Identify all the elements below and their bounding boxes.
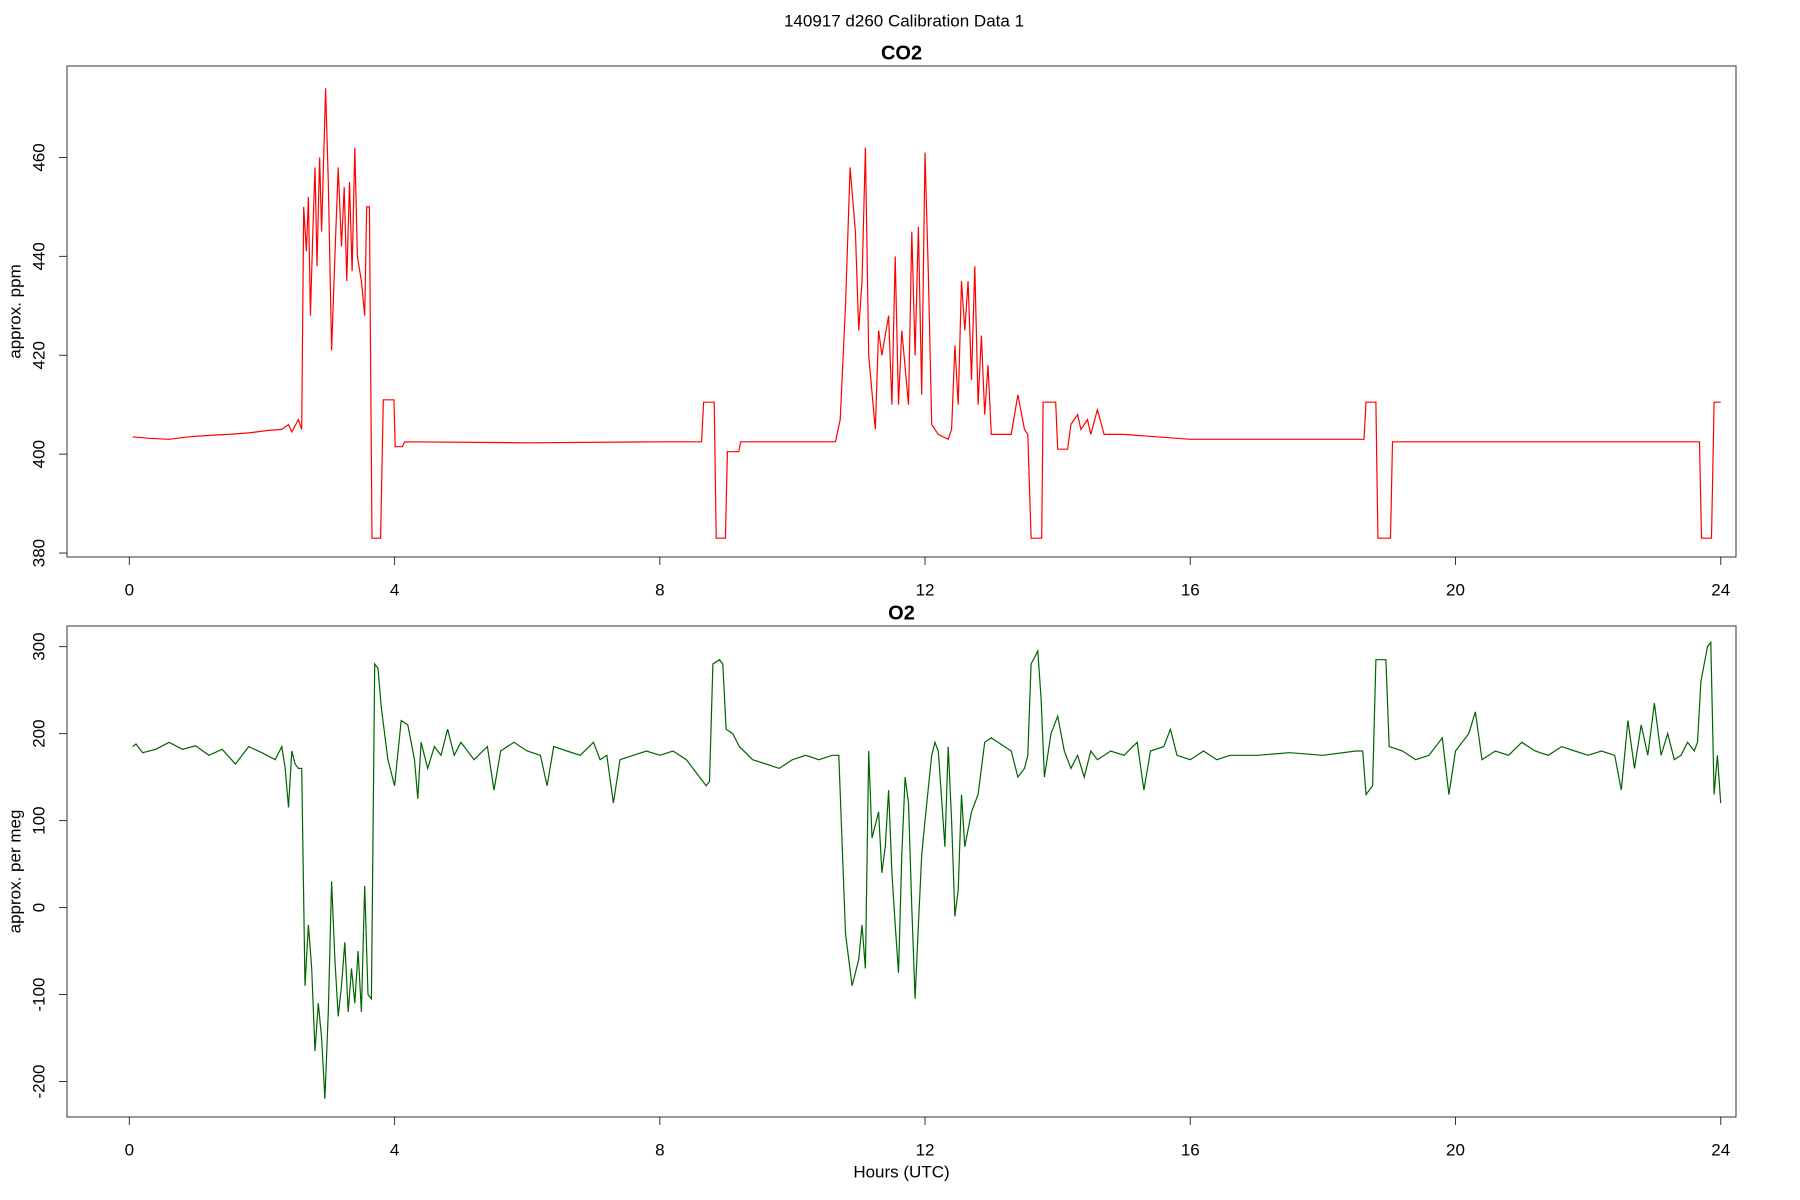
data-line: [132, 88, 1721, 539]
y-tick-label: 300: [29, 632, 48, 660]
x-tick-label: 12: [916, 580, 935, 599]
x-tick-label: 24: [1711, 1140, 1730, 1159]
y-tick-label: -100: [29, 978, 48, 1012]
chart-title: O2: [888, 602, 915, 624]
y-tick-label: 200: [29, 719, 48, 747]
y-tick-label: 0: [29, 903, 48, 912]
x-tick-label: 16: [1181, 1140, 1200, 1159]
x-tick-label: 0: [125, 580, 134, 599]
y-tick-label: 400: [29, 440, 48, 468]
y-tick-label: -200: [29, 1064, 48, 1098]
x-tick-label: 20: [1446, 580, 1465, 599]
figure-title: 140917 d260 Calibration Data 1: [784, 11, 1024, 30]
x-tick-label: 12: [916, 1140, 935, 1159]
x-tick-label: 24: [1711, 580, 1730, 599]
chart-title: CO2: [881, 42, 922, 64]
data-line: [132, 640, 1722, 1099]
y-axis-label: approx. ppm: [5, 264, 24, 359]
y-axis-label: approx. per meg: [5, 810, 24, 934]
x-tick-label: 4: [390, 1140, 399, 1159]
y-tick-label: 100: [29, 806, 48, 834]
y-tick-label: 440: [29, 242, 48, 270]
x-tick-label: 0: [125, 1140, 134, 1159]
x-tick-label: 4: [390, 580, 399, 599]
y-tick-label: 380: [29, 539, 48, 567]
x-axis-label: Hours (UTC): [853, 1162, 949, 1181]
y-tick-label: 420: [29, 341, 48, 369]
x-tick-label: 8: [655, 580, 664, 599]
plot-box: [66, 65, 1737, 558]
y-tick-label: 460: [29, 143, 48, 171]
x-tick-label: 16: [1181, 580, 1200, 599]
x-tick-label: 20: [1446, 1140, 1465, 1159]
x-tick-label: 8: [655, 1140, 664, 1159]
